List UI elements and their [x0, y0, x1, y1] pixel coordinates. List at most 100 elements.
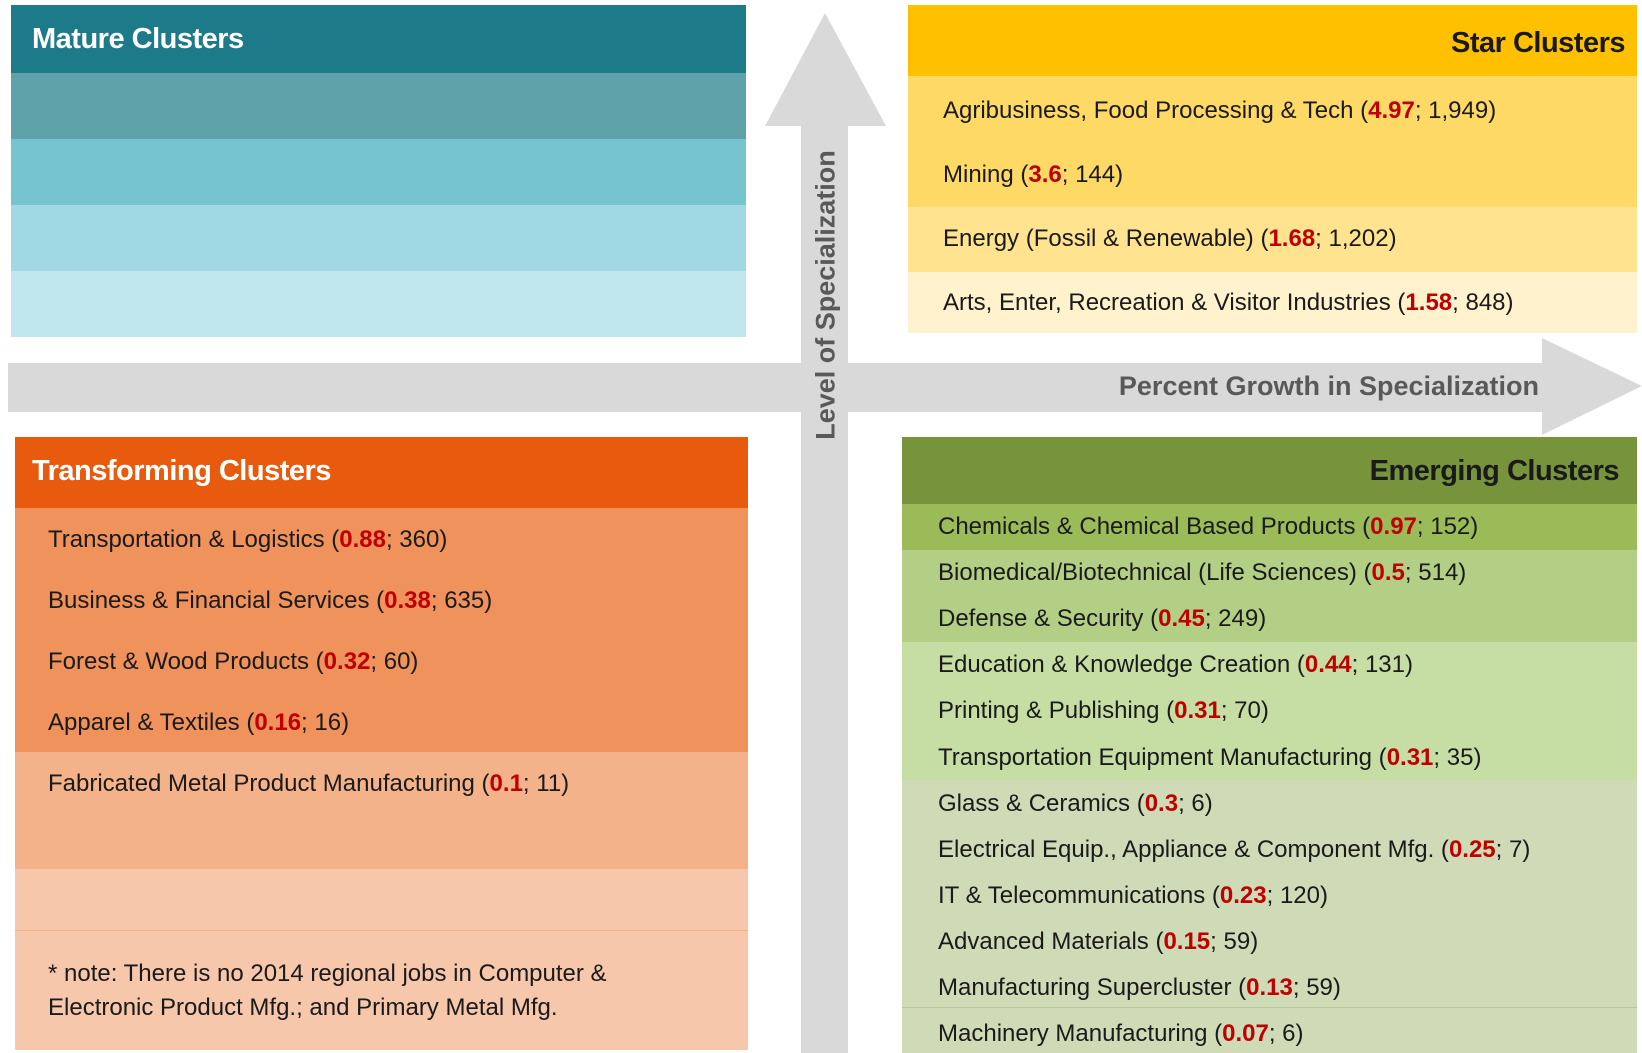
band	[15, 752, 748, 869]
item-text: ; 131)	[1351, 651, 1413, 679]
item-text: ; 635)	[430, 587, 493, 614]
item-text: Energy (Fossil & Renewable) (	[943, 225, 1269, 252]
item-text: ; 35)	[1433, 743, 1482, 771]
cluster-item: Chemicals & Chemical Based Products (0.9…	[938, 512, 1478, 542]
lq-value: 0.44	[1304, 651, 1352, 679]
lq-value: 4.97	[1368, 97, 1415, 124]
cluster-item: Agribusiness, Food Processing & Tech (4.…	[943, 96, 1496, 126]
lq-value: 1.58	[1405, 289, 1453, 316]
lq-value: 0.31	[1386, 743, 1434, 771]
cluster-item: Business & Financial Services (0.38; 635…	[48, 586, 492, 616]
lq-value: 0.32	[323, 648, 371, 675]
title-bar	[902, 437, 1637, 504]
cluster-item: IT & Telecommunications (0.23; 120)	[938, 881, 1328, 911]
item-text: Transportation Equipment Manufacturing (	[938, 743, 1387, 771]
lq-value: 0.15	[1163, 927, 1211, 955]
emerging-quadrant: Emerging Clusters Chemicals & Chemical B…	[902, 437, 1637, 1053]
lq-value: 0.25	[1448, 835, 1496, 863]
item-text: Advanced Materials (	[938, 927, 1164, 955]
band	[15, 508, 748, 752]
divider	[902, 1007, 1637, 1008]
cluster-item: Forest & Wood Products (0.32; 60)	[48, 647, 418, 677]
transforming-quadrant: Transforming Clusters * note: There is n…	[15, 437, 748, 1050]
item-text: ; 120)	[1266, 881, 1328, 909]
quadrant-title: Emerging Clusters	[1369, 455, 1620, 487]
lq-value: 0.88	[339, 526, 386, 553]
cluster-item: Fabricated Metal Product Manufacturing (…	[48, 769, 569, 799]
quadrant-title: Transforming Clusters	[32, 455, 331, 487]
title-bar	[15, 437, 748, 508]
y-axis-label: Level of Specialization	[810, 150, 841, 440]
band	[902, 504, 1637, 550]
cluster-item: Defense & Security (0.45; 249)	[938, 604, 1266, 634]
band	[908, 272, 1637, 333]
item-text: Glass & Ceramics (	[938, 789, 1145, 817]
item-text: ; 144)	[1061, 161, 1124, 188]
band	[15, 869, 748, 1050]
lq-value: 0.23	[1219, 881, 1267, 909]
item-text: ; 70)	[1220, 697, 1269, 725]
star-quadrant: Star Clusters Agribusiness, Food Process…	[908, 5, 1637, 333]
title-bar	[908, 5, 1637, 76]
item-text: Printing & Publishing (	[938, 697, 1175, 725]
cluster-item: Machinery Manufacturing (0.07; 6)	[938, 1019, 1304, 1049]
item-text: Fabricated Metal Product Manufacturing (	[48, 770, 490, 797]
quadrant-title: Mature Clusters	[32, 23, 244, 55]
band	[11, 73, 746, 139]
cluster-item: Transportation & Logistics (0.88; 360)	[48, 525, 447, 555]
title-bar	[11, 5, 746, 73]
cluster-item: Electrical Equip., Appliance & Component…	[938, 835, 1530, 865]
band	[902, 550, 1637, 642]
cluster-item: Apparel & Textiles (0.16; 16)	[48, 708, 349, 738]
item-text: ; 11)	[522, 770, 570, 797]
item-text: Agribusiness, Food Processing & Tech (	[943, 97, 1369, 124]
item-text: ; 59)	[1210, 927, 1259, 955]
item-text: Biomedical/Biotechnical (Life Sciences) …	[938, 559, 1372, 587]
item-text: ; 1,202)	[1315, 225, 1397, 252]
cluster-item: Energy (Fossil & Renewable) (1.68; 1,202…	[943, 224, 1397, 254]
lq-value: 0.1	[489, 770, 523, 797]
lq-value: 1.68	[1268, 225, 1316, 252]
item-text: Transportation & Logistics (	[48, 526, 340, 553]
cluster-item: Transportation Equipment Manufacturing (…	[938, 743, 1481, 773]
cluster-item: Advanced Materials (0.15; 59)	[938, 927, 1258, 957]
band	[902, 780, 1637, 1053]
item-text: ; 59)	[1292, 974, 1341, 1001]
lq-value: 3.6	[1028, 161, 1062, 188]
note: * note: There is no 2014 regional jobs i…	[48, 960, 607, 1021]
item-text: Arts, Enter, Recreation & Visitor Indust…	[943, 289, 1406, 316]
band	[902, 642, 1637, 780]
item-text: ; 1,949)	[1414, 97, 1497, 124]
item-text: Forest & Wood Products (	[48, 648, 324, 675]
item-text: ; 360)	[385, 526, 448, 553]
cluster-item: Printing & Publishing (0.31; 70)	[938, 696, 1269, 726]
lq-value: 0.38	[384, 587, 431, 614]
lq-value: 0.16	[254, 709, 302, 736]
lq-value: 0.07	[1222, 1020, 1269, 1048]
cluster-item: Manufacturing Supercluster (0.13; 59)	[938, 973, 1341, 1003]
item-text: Education & Knowledge Creation (	[938, 651, 1305, 679]
item-text: ; 7)	[1495, 835, 1531, 863]
lq-value: 0.31	[1174, 697, 1221, 725]
item-text: ; 6)	[1268, 1020, 1304, 1048]
band	[908, 207, 1637, 272]
lq-value: 0.3	[1144, 789, 1179, 817]
cluster-item: Mining (3.6; 144)	[943, 160, 1123, 190]
x-axis-label: Percent Growth in Specialization	[1118, 371, 1539, 401]
item-text: Mining (	[943, 161, 1029, 188]
quadrant-title: Star Clusters	[1450, 27, 1626, 59]
item-text: ; 60)	[370, 648, 419, 675]
item-text: Electrical Equip., Appliance & Component…	[938, 835, 1449, 863]
item-text: ; 514)	[1404, 559, 1467, 587]
y-axis-arrow	[765, 13, 886, 1053]
item-text: ; 848)	[1452, 289, 1514, 316]
item-text: Defense & Security (	[938, 605, 1159, 633]
cluster-item: Biomedical/Biotechnical (Life Sciences) …	[938, 558, 1466, 588]
band	[908, 76, 1637, 207]
item-text: ; 6)	[1178, 789, 1213, 817]
band	[11, 139, 746, 205]
item-text: Manufacturing Supercluster (	[938, 974, 1247, 1001]
item-text: Chemicals & Chemical Based Products (	[938, 513, 1371, 540]
